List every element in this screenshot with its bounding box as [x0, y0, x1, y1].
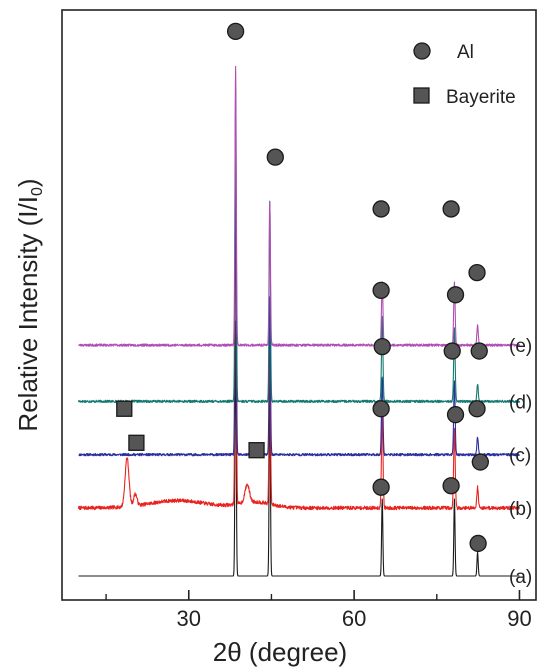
al-peak-marker-circle-icon	[468, 400, 486, 418]
series-line-a	[78, 320, 520, 577]
al-peak-marker-circle-icon	[373, 337, 391, 356]
trace-label-b: (b)	[509, 499, 532, 520]
al-peak-marker-circle-icon	[266, 148, 284, 166]
bayerite-peak-marker-square-icon	[128, 434, 145, 451]
x-axis-title: 2θ (degree)	[213, 637, 347, 667]
trace-label-c: (c)	[509, 446, 531, 467]
peak-markers	[116, 22, 489, 553]
y-axis-title-main: Relative Intensity (I/I	[13, 196, 43, 432]
al-peak-marker-circle-icon	[226, 22, 245, 41]
al-peak-marker-circle-icon	[446, 286, 465, 304]
x-axis-ticks	[105, 590, 521, 600]
legend-al-circle-icon	[413, 42, 431, 60]
series-line-b	[77, 188, 521, 511]
trace-label-d: (d)	[509, 392, 532, 413]
legend-bayerite-label: Bayerite	[446, 87, 516, 108]
al-peak-marker-circle-icon	[372, 200, 390, 218]
series-line-d	[77, 89, 521, 404]
al-peak-marker-circle-icon	[469, 534, 487, 553]
al-peak-marker-circle-icon	[471, 453, 489, 471]
trace-label-e: (e)	[509, 336, 532, 357]
legend-al-label: Al	[457, 42, 474, 63]
al-peak-marker-circle-icon	[372, 400, 390, 418]
y-axis-title-close: )	[13, 178, 43, 187]
x-tick-label: 90	[507, 606, 531, 631]
x-axis-tick-labels: 30 60 90	[177, 606, 532, 631]
trace-label-a: (a)	[509, 567, 532, 588]
y-axis-title-group: Relative Intensity (I/I0)	[13, 178, 46, 431]
al-peak-marker-circle-icon	[443, 342, 461, 360]
x-tick-label: 30	[177, 606, 201, 631]
y-axis-title-subscript: 0	[29, 187, 46, 196]
al-peak-marker-circle-icon	[372, 281, 390, 300]
x-tick-label: 60	[342, 606, 366, 631]
plot-area	[77, 65, 521, 577]
al-peak-marker-circle-icon	[372, 478, 390, 496]
al-peak-marker-circle-icon	[468, 263, 486, 282]
series-line-e	[78, 65, 521, 347]
al-peak-marker-circle-icon	[446, 406, 465, 424]
al-peak-marker-circle-icon	[442, 477, 460, 495]
y-axis-title: Relative Intensity (I/I0)	[13, 178, 46, 431]
trace-labels: (a) (b) (c) (d) (e)	[509, 336, 532, 588]
bayerite-peak-marker-square-icon	[248, 442, 265, 459]
legend-bayerite-square-icon	[413, 87, 430, 104]
al-peak-marker-circle-icon	[470, 342, 488, 360]
plot-frame	[61, 9, 537, 601]
legend: Al Bayerite	[413, 42, 516, 108]
bayerite-peak-marker-square-icon	[116, 400, 133, 417]
series-line-c	[78, 157, 520, 457]
al-peak-marker-circle-icon	[442, 200, 460, 218]
